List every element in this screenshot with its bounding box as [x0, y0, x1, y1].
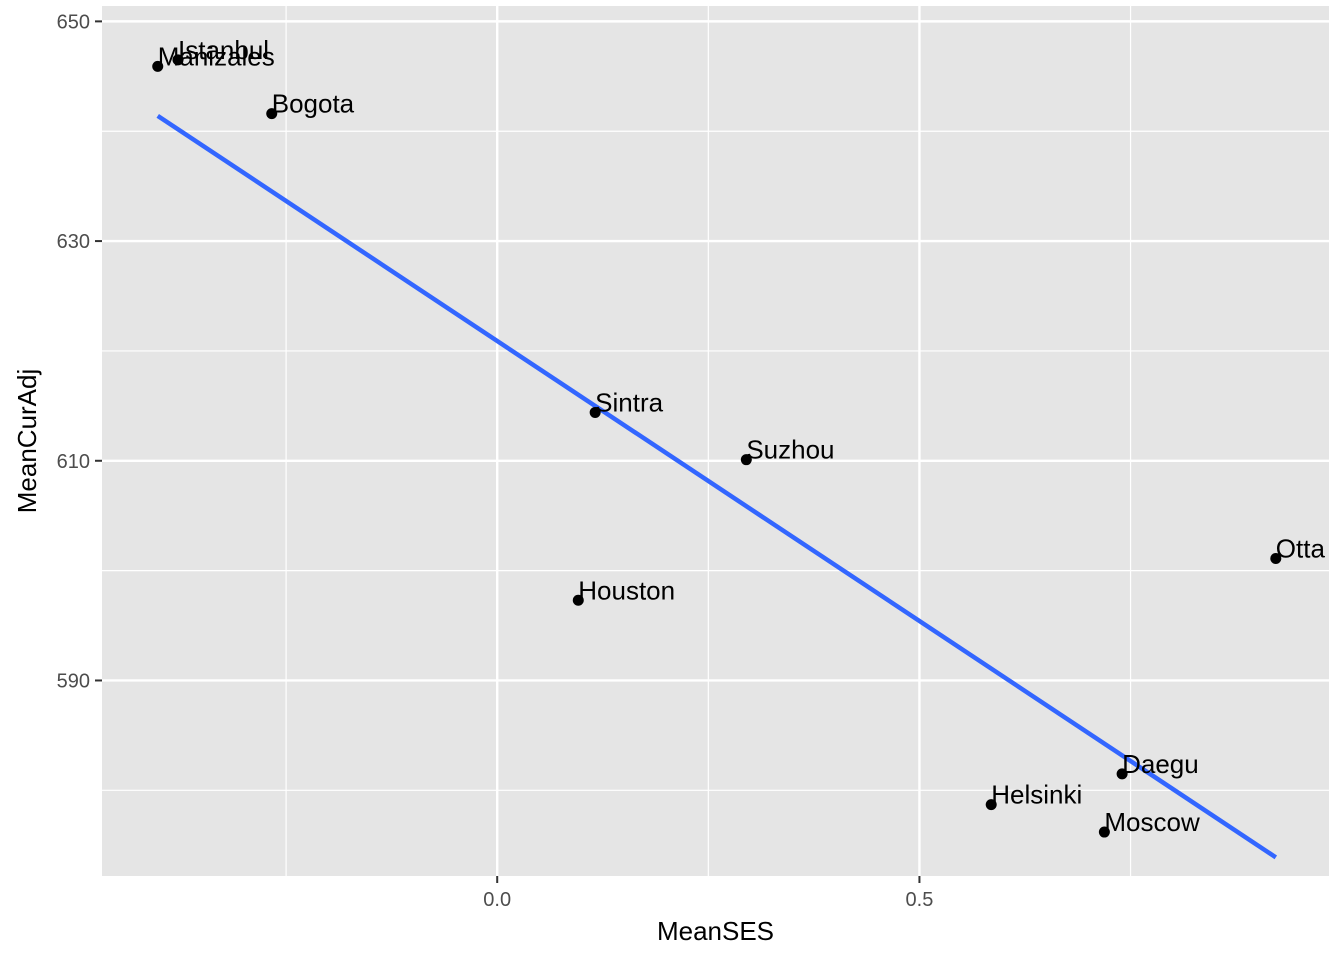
plot-panel — [102, 6, 1329, 876]
data-point — [152, 60, 164, 72]
data-point — [1116, 768, 1128, 780]
data-point — [572, 594, 584, 606]
point-label: Helsinki — [991, 780, 1082, 810]
point-label: Moscow — [1104, 807, 1200, 837]
y-tick-label: 590 — [57, 670, 90, 692]
tick-labels: 0.0 0.5 590 610 630 650 — [57, 11, 934, 911]
data-point — [1270, 553, 1282, 565]
point-label: Sintra — [595, 387, 663, 417]
data-point — [172, 54, 184, 66]
axis-ticks — [95, 20, 921, 883]
point-label: Suzhou — [746, 435, 834, 465]
data-points — [152, 54, 1282, 838]
x-tick-label: 0.0 — [483, 889, 511, 911]
y-tick-label: 650 — [57, 11, 90, 33]
data-point — [985, 799, 997, 811]
trend-line — [156, 113, 1278, 860]
point-label: Manizales — [158, 41, 275, 71]
y-tick-label: 610 — [57, 451, 90, 473]
x-tick-label: 0.5 — [906, 889, 934, 911]
y-tick-label: 630 — [57, 231, 90, 253]
data-point — [266, 108, 278, 120]
trend-line-group — [156, 113, 1278, 860]
point-label: Daegu — [1122, 749, 1199, 779]
data-point — [1098, 826, 1110, 838]
x-axis-title: MeanSES — [657, 916, 774, 946]
y-axis-title: MeanCurAdj — [12, 369, 42, 514]
data-point — [740, 454, 752, 466]
point-label: Houston — [578, 575, 675, 605]
minor-gridlines — [102, 6, 1329, 876]
point-label: Otta — [1276, 534, 1326, 564]
point-label: Bogota — [272, 89, 355, 119]
data-point — [589, 406, 601, 418]
major-gridlines — [102, 6, 1329, 876]
point-label: Istanbul — [178, 35, 269, 65]
